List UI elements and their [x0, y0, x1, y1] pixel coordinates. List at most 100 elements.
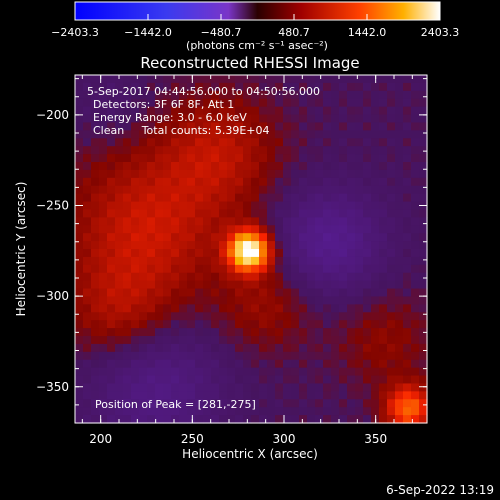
heatmap-cell: [179, 415, 188, 424]
heatmap-cell: [235, 98, 244, 108]
heatmap-cell: [131, 82, 140, 92]
heatmap-cell: [211, 328, 220, 337]
heatmap-cell: [99, 288, 108, 298]
heatmap-cell: [187, 177, 196, 187]
heatmap-cell: [187, 399, 196, 408]
heatmap-cell: [187, 415, 196, 424]
heatmap-cell: [291, 407, 300, 416]
heatmap-cell: [195, 288, 204, 298]
heatmap-cell: [411, 359, 420, 369]
heatmap-cell: [419, 288, 428, 298]
heatmap-cell: [419, 296, 428, 305]
heatmap-cell: [339, 90, 348, 100]
heatmap-cell: [203, 75, 212, 84]
heatmap-cell: [307, 75, 316, 84]
heatmap-cell: [75, 249, 84, 258]
heatmap-cell: [259, 114, 268, 124]
heatmap-cell: [371, 343, 380, 353]
heatmap-cell: [331, 201, 340, 211]
heatmap-image: [75, 75, 428, 424]
heatmap-cell: [347, 328, 356, 337]
heatmap-cell: [347, 407, 356, 416]
heatmap-cell: [155, 312, 164, 321]
heatmap-cell: [371, 201, 380, 211]
heatmap-cell: [299, 343, 308, 353]
heatmap-cell: [91, 383, 100, 392]
heatmap-cell: [411, 169, 420, 179]
heatmap-cell: [211, 399, 220, 408]
heatmap-cell: [283, 264, 292, 274]
heatmap-cell: [291, 114, 300, 124]
heatmap-cell: [195, 114, 204, 124]
heatmap-cell: [339, 312, 348, 321]
heatmap-cell: [371, 359, 380, 369]
heatmap-cell: [235, 201, 244, 211]
heatmap-cell: [235, 90, 244, 100]
heatmap-cell: [195, 328, 204, 337]
heatmap-cell: [419, 304, 428, 313]
heatmap-cell: [315, 225, 324, 234]
heatmap-cell: [411, 391, 420, 400]
heatmap-cell: [123, 201, 132, 211]
heatmap-cell: [355, 312, 364, 321]
heatmap-cell: [291, 312, 300, 321]
heatmap-cell: [419, 162, 428, 171]
heatmap-cell: [411, 351, 420, 361]
heatmap-cell: [139, 154, 148, 163]
heatmap-cell: [267, 264, 276, 274]
heatmap-cell: [139, 82, 148, 92]
heatmap-cell: [107, 336, 116, 345]
heatmap-cell: [419, 193, 428, 203]
heatmap-cell: [131, 296, 140, 305]
heatmap-cell: [283, 328, 292, 337]
heatmap-cell: [179, 90, 188, 100]
heatmap-cell: [107, 98, 116, 108]
heatmap-cell: [267, 399, 276, 408]
heatmap-cell: [83, 272, 92, 282]
heatmap-cell: [283, 241, 292, 250]
heatmap-cell: [315, 256, 324, 266]
heatmap-cell: [75, 225, 84, 234]
heatmap-cell: [171, 280, 180, 290]
heatmap-cell: [139, 304, 148, 313]
heatmap-cell: [211, 359, 220, 369]
heatmap-cell: [371, 296, 380, 305]
heatmap-cell: [307, 114, 316, 124]
heatmap-cell: [371, 209, 380, 218]
heatmap-cell: [259, 407, 268, 416]
heatmap-cell: [283, 185, 292, 195]
heatmap-cell: [387, 312, 396, 321]
heatmap-cell: [363, 209, 372, 218]
heatmap-cell: [307, 82, 316, 92]
heatmap-cell: [115, 217, 124, 226]
heatmap-cell: [147, 399, 156, 408]
heatmap-cell: [179, 106, 188, 116]
heatmap-cell: [291, 122, 300, 131]
heatmap-cell: [115, 249, 124, 258]
heatmap-cell: [107, 169, 116, 179]
heatmap-cell: [219, 130, 228, 139]
heatmap-cell: [107, 241, 116, 250]
heatmap-cell: [387, 241, 396, 250]
heatmap-cell: [131, 383, 140, 392]
heatmap-cell: [147, 233, 156, 242]
heatmap-cell: [355, 272, 364, 282]
heatmap-cell: [379, 209, 388, 218]
heatmap-cell: [99, 359, 108, 369]
heatmap-cell: [347, 280, 356, 290]
heatmap-cell: [179, 359, 188, 369]
heatmap-cell: [419, 375, 428, 385]
heatmap-cell: [131, 138, 140, 147]
heatmap-cell: [179, 169, 188, 179]
heatmap-cell: [115, 146, 124, 155]
heatmap-cell: [323, 391, 332, 400]
heatmap-cell: [387, 288, 396, 298]
heatmap-cell: [379, 82, 388, 92]
heatmap-cell: [147, 177, 156, 187]
heatmap-cell: [259, 138, 268, 147]
heatmap-cell: [219, 320, 228, 329]
heatmap-cell: [355, 201, 364, 211]
heatmap-cell: [195, 106, 204, 116]
heatmap-cell: [419, 225, 428, 234]
heatmap-cell: [363, 98, 372, 108]
